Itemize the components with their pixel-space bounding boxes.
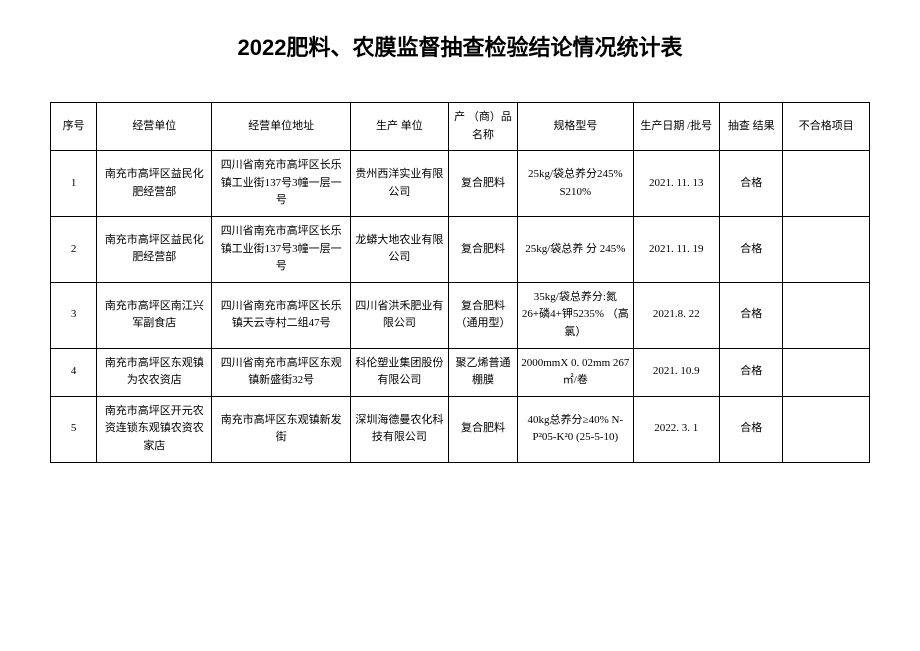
cell-spec: 25kg/袋总养分245% S210% xyxy=(518,151,633,217)
table-row: 4 南充市高坪区东观镇为农农资店 四川省南充市高坪区东观镇新盛街32号 科伦塑业… xyxy=(51,348,870,396)
cell-fail xyxy=(783,216,870,282)
cell-spec: 40kg总养分≥40% N-P²05-K²0 (25-5-10) xyxy=(518,396,633,462)
cell-addr: 四川省南充市高坪区长乐镇工业街137号3幢一层一号 xyxy=(212,216,350,282)
cell-result: 合格 xyxy=(720,216,783,282)
cell-spec: 25kg/袋总养 分 245% xyxy=(518,216,633,282)
cell-result: 合格 xyxy=(720,151,783,217)
cell-date: 2021.8. 22 xyxy=(633,282,720,348)
cell-seq: 2 xyxy=(51,216,97,282)
cell-producer: 贵州西洋实业有限公司 xyxy=(350,151,448,217)
cell-unit: 南充市高坪区开元农资连锁东观镇农资农家店 xyxy=(97,396,212,462)
cell-spec: 2000mmX 0. 02mm 267㎡/卷 xyxy=(518,348,633,396)
cell-producer: 深圳海德曼农化科技有限公司 xyxy=(350,396,448,462)
cell-result: 合格 xyxy=(720,348,783,396)
cell-product: 复合肥料（通用型） xyxy=(448,282,517,348)
cell-unit: 南充市高坪区益民化肥经营部 xyxy=(97,216,212,282)
cell-date: 2021. 11. 13 xyxy=(633,151,720,217)
cell-addr: 四川省南充市高坪区长乐镇天云寺村二组47号 xyxy=(212,282,350,348)
cell-result: 合格 xyxy=(720,282,783,348)
col-header-result: 抽查 结果 xyxy=(720,103,783,151)
cell-date: 2021. 11. 19 xyxy=(633,216,720,282)
table-row: 2 南充市高坪区益民化肥经营部 四川省南充市高坪区长乐镇工业街137号3幢一层一… xyxy=(51,216,870,282)
cell-product: 聚乙烯普通棚膜 xyxy=(448,348,517,396)
table-header-row: 序号 经营单位 经营单位地址 生产 单位 产 （商）品名称 规格型号 生产日期 … xyxy=(51,103,870,151)
cell-unit: 南充市高坪区益民化肥经营部 xyxy=(97,151,212,217)
cell-unit: 南充市高坪区东观镇为农农资店 xyxy=(97,348,212,396)
cell-seq: 5 xyxy=(51,396,97,462)
cell-producer: 四川省洪禾肥业有限公司 xyxy=(350,282,448,348)
cell-seq: 4 xyxy=(51,348,97,396)
cell-spec: 35kg/袋总养分:氮26+磷4+钾5235% （高氯） xyxy=(518,282,633,348)
table-row: 1 南充市高坪区益民化肥经营部 四川省南充市高坪区长乐镇工业街137号3幢一层一… xyxy=(51,151,870,217)
col-header-spec: 规格型号 xyxy=(518,103,633,151)
table-body: 1 南充市高坪区益民化肥经营部 四川省南充市高坪区长乐镇工业街137号3幢一层一… xyxy=(51,151,870,462)
col-header-product: 产 （商）品名称 xyxy=(448,103,517,151)
col-header-fail: 不合格项目 xyxy=(783,103,870,151)
cell-product: 复合肥料 xyxy=(448,216,517,282)
col-header-unit: 经营单位 xyxy=(97,103,212,151)
col-header-producer: 生产 单位 xyxy=(350,103,448,151)
cell-addr: 四川省南充市高坪区长乐镇工业街137号3幢一层一号 xyxy=(212,151,350,217)
col-header-seq: 序号 xyxy=(51,103,97,151)
page-title: 2022肥料、农膜监督抽查检验结论情况统计表 xyxy=(50,30,870,62)
cell-result: 合格 xyxy=(720,396,783,462)
cell-unit: 南充市高坪区南江兴军副食店 xyxy=(97,282,212,348)
cell-fail xyxy=(783,348,870,396)
col-header-addr: 经营单位地址 xyxy=(212,103,350,151)
cell-producer: 龙蟒大地农业有限公司 xyxy=(350,216,448,282)
cell-seq: 3 xyxy=(51,282,97,348)
cell-addr: 四川省南充市高坪区东观镇新盛街32号 xyxy=(212,348,350,396)
cell-product: 复合肥料 xyxy=(448,151,517,217)
cell-fail xyxy=(783,396,870,462)
inspection-table: 序号 经营单位 经营单位地址 生产 单位 产 （商）品名称 规格型号 生产日期 … xyxy=(50,102,870,463)
cell-fail xyxy=(783,151,870,217)
cell-date: 2022. 3. 1 xyxy=(633,396,720,462)
cell-product: 复合肥料 xyxy=(448,396,517,462)
cell-date: 2021. 10.9 xyxy=(633,348,720,396)
table-row: 5 南充市高坪区开元农资连锁东观镇农资农家店 南充市高坪区东观镇新发街 深圳海德… xyxy=(51,396,870,462)
cell-producer: 科伦塑业集团股份有限公司 xyxy=(350,348,448,396)
cell-addr: 南充市高坪区东观镇新发街 xyxy=(212,396,350,462)
cell-fail xyxy=(783,282,870,348)
col-header-date: 生产日期 /批号 xyxy=(633,103,720,151)
cell-seq: 1 xyxy=(51,151,97,217)
table-row: 3 南充市高坪区南江兴军副食店 四川省南充市高坪区长乐镇天云寺村二组47号 四川… xyxy=(51,282,870,348)
